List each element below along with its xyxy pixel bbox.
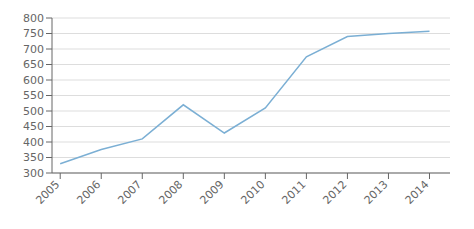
svg-text:350: 350 bbox=[23, 151, 44, 164]
svg-text:800: 800 bbox=[23, 12, 44, 25]
svg-text:400: 400 bbox=[23, 136, 44, 149]
svg-text:2007: 2007 bbox=[115, 178, 144, 207]
svg-text:2012: 2012 bbox=[321, 178, 350, 207]
svg-text:750: 750 bbox=[23, 27, 44, 40]
svg-text:2010: 2010 bbox=[238, 178, 267, 207]
svg-text:300: 300 bbox=[23, 167, 44, 180]
svg-text:2008: 2008 bbox=[156, 178, 185, 207]
svg-text:650: 650 bbox=[23, 58, 44, 71]
svg-text:2009: 2009 bbox=[197, 178, 226, 207]
svg-text:550: 550 bbox=[23, 89, 44, 102]
svg-text:2014: 2014 bbox=[403, 178, 432, 207]
svg-text:700: 700 bbox=[23, 43, 44, 56]
svg-text:2011: 2011 bbox=[280, 178, 309, 207]
svg-text:500: 500 bbox=[23, 105, 44, 118]
svg-text:450: 450 bbox=[23, 120, 44, 133]
svg-text:600: 600 bbox=[23, 74, 44, 87]
svg-text:2005: 2005 bbox=[33, 178, 62, 207]
svg-text:2006: 2006 bbox=[74, 178, 103, 207]
svg-text:2013: 2013 bbox=[362, 178, 391, 207]
